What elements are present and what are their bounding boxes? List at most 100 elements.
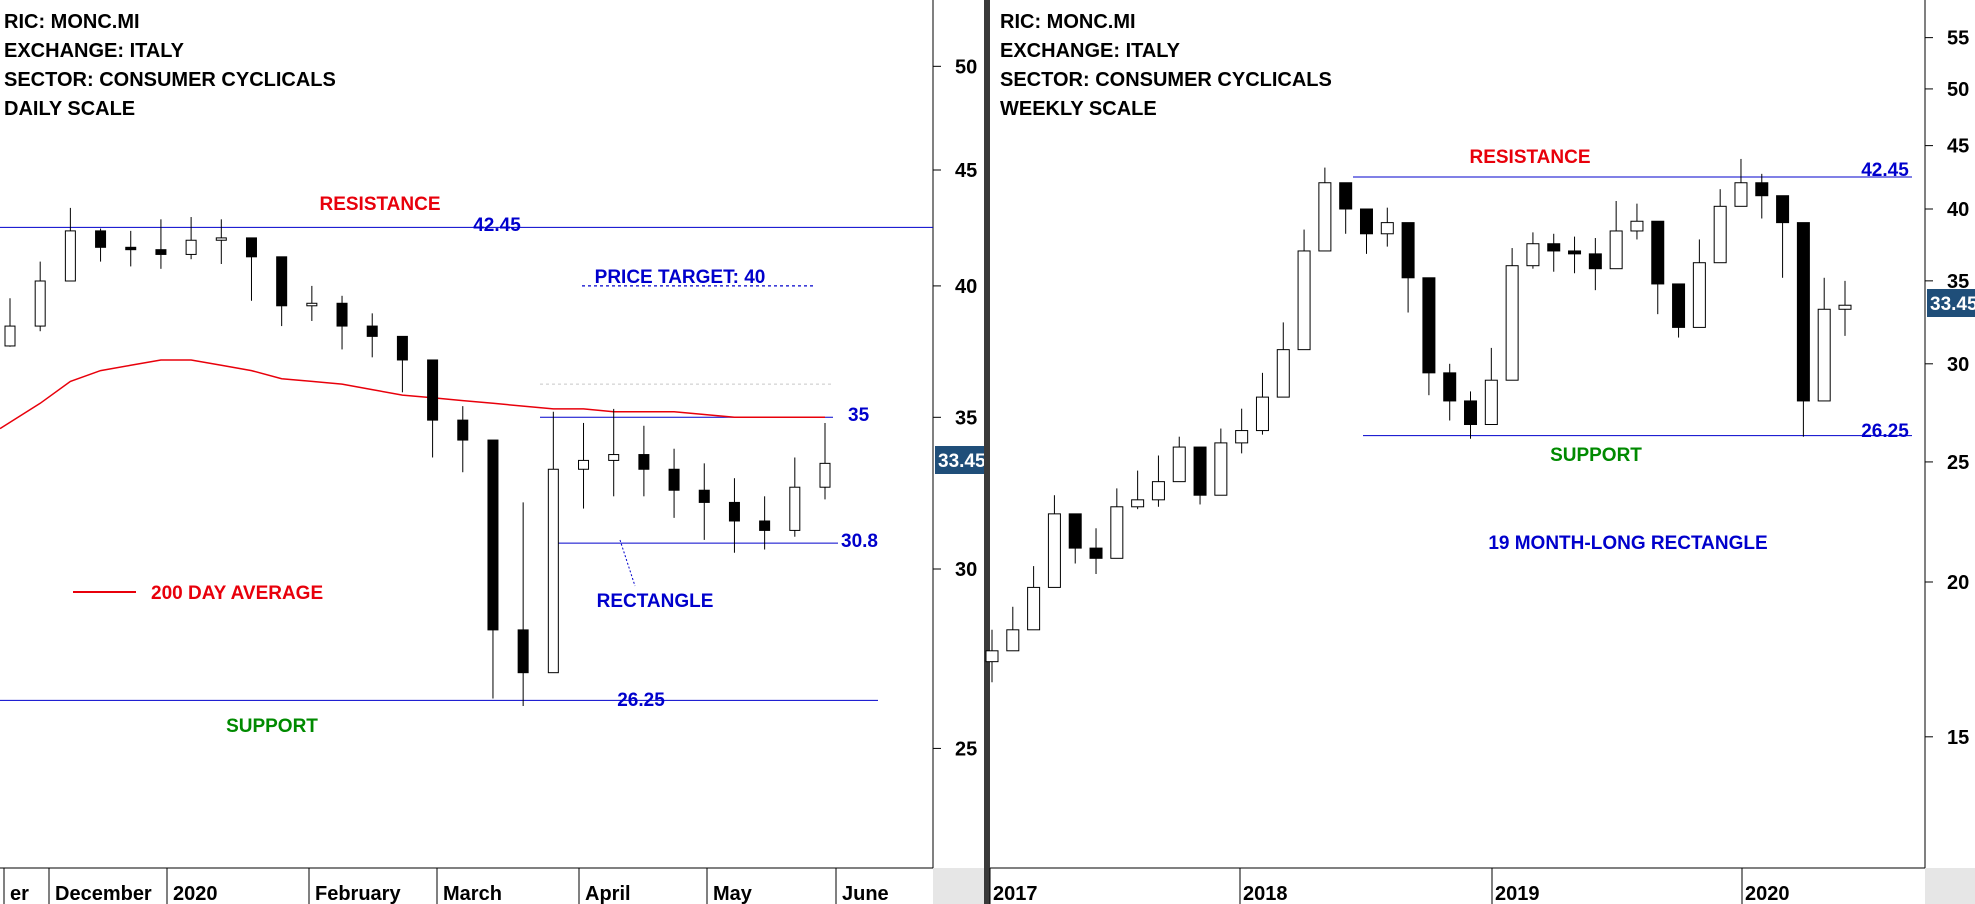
right-candle — [1047, 513, 1061, 588]
right-candle — [1526, 243, 1540, 267]
right-candle — [1609, 230, 1623, 270]
left-candle — [487, 439, 499, 631]
left-200-day-average-line — [0, 359, 825, 430]
left-candle — [608, 454, 620, 461]
left-candle — [64, 230, 76, 282]
right-candle — [1547, 243, 1561, 252]
left-ytick-label: 50 — [955, 56, 977, 78]
left-info-block: RIC: MONC.MI EXCHANGE: ITALY SECTOR: CON… — [4, 11, 336, 120]
left-candle — [638, 454, 650, 470]
left-candle — [819, 462, 831, 488]
left-daily-chart-panel: 50 45 40 35 30 25 er December 2020 February March… — [0, 0, 989, 904]
right-resistance-value: 42.45 — [1861, 160, 1909, 181]
left-candlesticks — [4, 207, 831, 707]
right-exchange-label: EXCHANGE: ITALY — [1000, 40, 1181, 62]
left-ytick-label: 30 — [955, 559, 977, 581]
left-month-label: June — [842, 883, 889, 904]
right-candle — [1276, 349, 1290, 398]
right-candle — [1131, 499, 1145, 508]
left-time-axis-labels: er December 2020 February March April May June — [3, 868, 889, 904]
left-candle — [759, 520, 771, 531]
right-candle — [1464, 400, 1478, 426]
right-last-price-badge — [1927, 289, 1975, 317]
right-resistance-label: RESISTANCE — [1469, 147, 1590, 168]
left-resistance-label: RESISTANCE — [319, 194, 440, 215]
right-ytick-label: 30 — [1947, 354, 1969, 376]
right-year-label: 2017 — [993, 883, 1038, 904]
right-sector-label: SECTOR: CONSUMER CYCLICALS — [1000, 69, 1332, 91]
left-candle — [789, 486, 801, 531]
right-ytick-label: 50 — [1947, 79, 1969, 101]
left-candle — [547, 468, 559, 674]
left-support-label: SUPPORT — [226, 716, 318, 737]
left-level-lines — [0, 226, 933, 701]
left-resistance-value: 42.45 — [473, 215, 521, 236]
right-year-label: 2020 — [1745, 883, 1790, 904]
right-candle — [1297, 250, 1311, 351]
left-last-price-text: 33.45 — [938, 451, 986, 472]
left-candle — [155, 249, 167, 255]
left-month-label: er — [10, 883, 29, 904]
left-ma-legend-label: 200 DAY AVERAGE — [151, 583, 323, 604]
right-candle — [1401, 222, 1415, 279]
right-level-lines — [1353, 176, 1912, 437]
left-month-label: April — [585, 883, 631, 904]
right-year-label: 2018 — [1243, 883, 1288, 904]
left-candle — [336, 302, 348, 327]
left-ytick-label: 25 — [955, 738, 977, 760]
left-month-label: March — [443, 883, 502, 904]
left-month-label: 2020 — [173, 883, 218, 904]
right-ytick-label: 40 — [1947, 199, 1969, 221]
right-ytick-label: 15 — [1947, 727, 1969, 749]
left-month-label: December — [55, 883, 152, 904]
left-last-price-badge — [935, 446, 989, 474]
right-scale-label: WEEKLY SCALE — [1000, 98, 1157, 120]
left-candle — [95, 230, 107, 248]
left-candle — [306, 302, 318, 307]
right-candle — [1568, 250, 1582, 255]
left-rectangle-label: RECTANGLE — [597, 591, 714, 612]
left-ytick-label: 35 — [955, 407, 977, 429]
left-ytick-label: 40 — [955, 276, 977, 298]
left-price-target-label: PRICE TARGET: 40 — [595, 267, 766, 288]
left-scale-label: DAILY SCALE — [4, 98, 135, 120]
right-candle — [1651, 220, 1665, 285]
right-candle — [1630, 220, 1644, 232]
right-candle — [1339, 182, 1353, 210]
right-axis-corner — [1925, 868, 1975, 904]
left-rect-top-value: 35 — [848, 405, 870, 426]
right-candle — [1193, 446, 1207, 496]
right-ytick-label: 20 — [1947, 572, 1969, 594]
left-candle — [396, 335, 408, 361]
right-candle — [1776, 195, 1790, 224]
left-candle — [427, 359, 439, 421]
right-support-value: 26.25 — [1861, 421, 1909, 442]
right-ytick-label: 45 — [1947, 136, 1969, 158]
left-ric-label: RIC: MONC.MI — [4, 11, 140, 33]
right-candle — [1443, 372, 1457, 402]
right-candle — [1172, 446, 1186, 483]
left-candle — [366, 325, 378, 337]
right-candle — [1027, 586, 1041, 631]
left-candle — [517, 629, 529, 674]
left-price-axis-ticks: 50 45 40 35 30 25 — [933, 56, 977, 760]
right-support-label: SUPPORT — [1550, 445, 1642, 466]
left-ytick-label: 45 — [955, 160, 977, 182]
right-candle — [1713, 205, 1727, 264]
right-candle — [1214, 442, 1228, 496]
right-candle — [1089, 547, 1103, 559]
left-exchange-label: EXCHANGE: ITALY — [4, 40, 185, 62]
right-candle — [1255, 396, 1269, 432]
right-ytick-label: 35 — [1947, 271, 1969, 293]
right-candle — [1588, 253, 1602, 270]
right-weekly-chart-panel: 55 50 45 40 35 30 25 20 15 2017 2018 2019 2020 RIC:… — [985, 0, 1975, 904]
right-candle — [1755, 182, 1769, 197]
left-rect-bottom-value: 30.8 — [841, 531, 878, 552]
right-candlesticks — [985, 158, 1852, 683]
left-rectangle-pointer — [619, 539, 636, 587]
right-year-label: 2019 — [1495, 883, 1540, 904]
left-candle — [125, 246, 137, 251]
left-candle — [185, 239, 197, 255]
right-candle — [1068, 513, 1082, 549]
